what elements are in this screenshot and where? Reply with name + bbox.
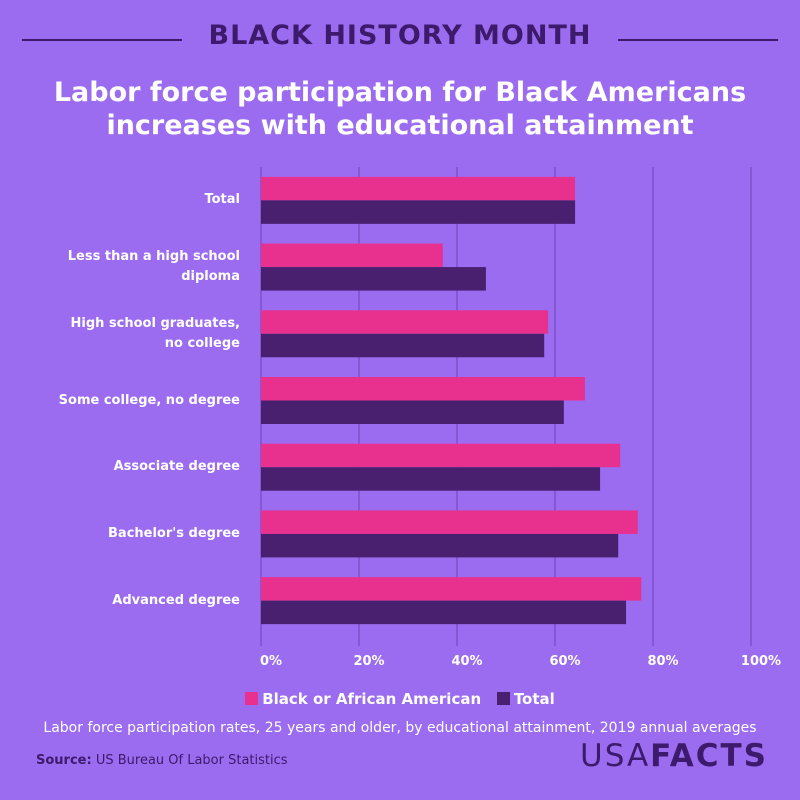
legend-label: Total bbox=[513, 690, 555, 708]
x-tick-label: 100% bbox=[741, 654, 781, 669]
legend-swatch bbox=[496, 692, 510, 705]
header: BLACK HISTORY MONTH bbox=[208, 20, 592, 51]
x-tick-label: 60% bbox=[549, 654, 580, 669]
category-label: Advanced degree bbox=[112, 592, 240, 608]
legend-swatch bbox=[245, 692, 259, 705]
bar bbox=[261, 310, 549, 334]
x-tick-label: 20% bbox=[353, 654, 384, 669]
x-tick-label: 80% bbox=[647, 654, 678, 669]
bar bbox=[261, 267, 486, 291]
x-tick-label: 40% bbox=[451, 654, 482, 669]
bar bbox=[261, 400, 564, 424]
source: Source: US Bureau Of Labor Statistics bbox=[36, 753, 288, 768]
logo: USAFACTS bbox=[580, 738, 768, 774]
bar bbox=[261, 200, 576, 224]
bar bbox=[261, 510, 638, 534]
bar bbox=[261, 333, 545, 358]
x-tick-label: 0% bbox=[260, 654, 282, 669]
chart-title: Labor force participation for Black Amer… bbox=[53, 77, 747, 141]
bar bbox=[261, 467, 601, 491]
category-label: Associate degree bbox=[113, 459, 240, 475]
logo-bold: FACTS bbox=[650, 738, 768, 774]
source-label: Source: bbox=[36, 753, 92, 768]
header-rule bbox=[618, 39, 778, 41]
category-label: Less than a high school diploma bbox=[67, 249, 240, 285]
bar bbox=[261, 577, 642, 601]
bar bbox=[261, 377, 585, 401]
logo-light: USA bbox=[580, 738, 651, 774]
category-label: Bachelor's degree bbox=[108, 525, 240, 541]
legend-label: Black or African American bbox=[262, 690, 482, 708]
category-label: Some college, no degree bbox=[58, 392, 240, 408]
bar bbox=[261, 243, 443, 268]
subtitle: Labor force participation rates, 25 year… bbox=[43, 720, 757, 736]
source-text: US Bureau Of Labor Statistics bbox=[95, 753, 288, 768]
legend: Black or African American Total bbox=[0, 690, 800, 708]
bar bbox=[261, 600, 627, 625]
bar bbox=[261, 176, 576, 201]
bar bbox=[261, 443, 621, 468]
category-label: High school graduates, no college bbox=[70, 315, 241, 351]
category-label: Total bbox=[204, 192, 240, 208]
bar bbox=[261, 533, 619, 558]
header-rule bbox=[22, 39, 182, 41]
